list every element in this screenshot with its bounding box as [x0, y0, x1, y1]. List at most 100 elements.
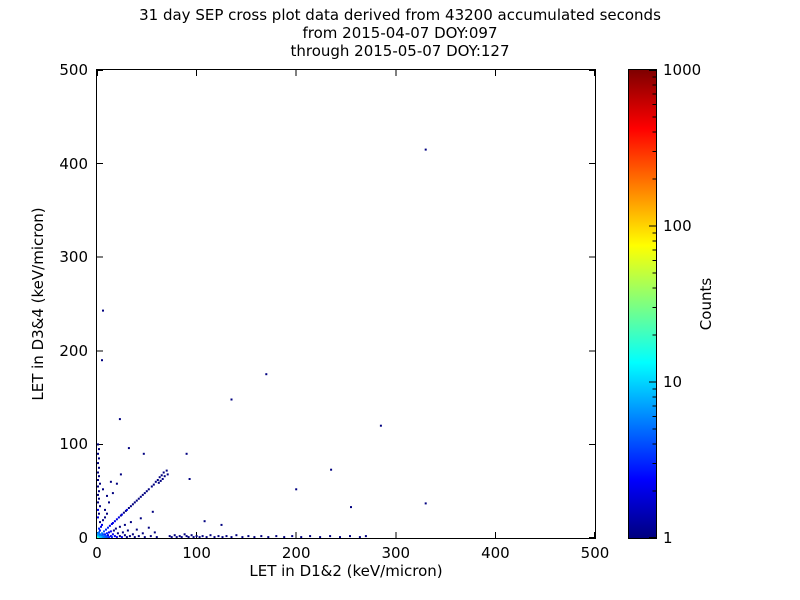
- x-tick-label: 500: [580, 544, 610, 562]
- scatter-point: [97, 479, 99, 481]
- scatter-point: [121, 531, 124, 534]
- y-tick-label: 200: [59, 341, 88, 360]
- x-tick-label: 300: [381, 544, 411, 562]
- x-tick-label: 100: [182, 544, 211, 562]
- chart-title: 31 day SEP cross plot data derived from …: [0, 6, 800, 60]
- scatter-point: [123, 523, 126, 526]
- scatter-point: [108, 536, 110, 538]
- scatter-point: [183, 533, 186, 536]
- scatter-point: [101, 523, 103, 526]
- scatter-point: [122, 511, 125, 514]
- scatter-point: [175, 536, 178, 538]
- scatter-point: [99, 521, 101, 524]
- scatter-point: [106, 494, 108, 497]
- scatter-point: [120, 513, 123, 516]
- colorbar-label: Counts: [697, 277, 715, 331]
- scatter-point: [358, 536, 361, 538]
- scatter-point: [188, 478, 191, 480]
- scatter-point: [145, 490, 148, 493]
- scatter-point: [104, 508, 106, 511]
- scatter-point: [119, 473, 122, 476]
- scatter-point: [235, 534, 238, 537]
- scatter-point: [190, 534, 193, 537]
- scatter-point: [99, 482, 101, 485]
- scatter-point: [137, 497, 140, 500]
- scatter-point: [253, 536, 256, 538]
- scatter-point: [126, 529, 129, 532]
- scatter-point: [364, 535, 367, 538]
- scatter-point: [166, 473, 169, 476]
- chart-title-line2: from 2015-04-07 DOY:097: [302, 24, 498, 42]
- scatter-point: [283, 536, 286, 538]
- scatter-point: [118, 418, 121, 421]
- scatter-point: [178, 535, 181, 538]
- scatter-point: [185, 452, 188, 455]
- scatter-point: [98, 475, 100, 478]
- scatter-point: [163, 475, 166, 478]
- scatter-point: [220, 523, 223, 526]
- scatter-point: [260, 535, 263, 538]
- scatter-point: [158, 476, 161, 479]
- scatter-point: [198, 536, 201, 538]
- scatter-point: [115, 482, 118, 485]
- scatter-point: [116, 532, 119, 535]
- colorbar-tick-label: 1: [663, 529, 673, 547]
- y-axis-label: LET in D3&4 (keV/micron): [29, 207, 47, 401]
- scatter-point: [187, 536, 190, 538]
- scatter-point: [192, 536, 195, 538]
- scatter-point: [141, 532, 144, 535]
- x-tick-label: 400: [481, 544, 510, 562]
- scatter-point: [97, 508, 99, 511]
- scatter-point: [102, 488, 104, 491]
- scatter-point: [295, 488, 298, 491]
- y-tick-label: 500: [59, 61, 88, 79]
- scatter-point: [168, 535, 171, 538]
- scatter-point: [349, 535, 351, 538]
- scatter-point: [131, 533, 134, 536]
- scatter-point: [98, 448, 100, 451]
- scatter-point: [104, 533, 106, 536]
- scatter-point: [221, 536, 224, 538]
- scatter-point: [104, 516, 106, 519]
- scatter-point: [157, 481, 160, 484]
- scatter-point: [100, 525, 102, 528]
- y-tick-label: 0: [78, 529, 88, 547]
- scatter-point: [213, 536, 216, 538]
- scatter-point: [139, 495, 142, 498]
- scatter-point: [133, 536, 136, 538]
- scatter-point: [247, 535, 250, 538]
- scatter-point: [111, 533, 114, 536]
- scatter-point: [111, 492, 114, 495]
- scatter-point: [170, 536, 173, 538]
- scatter-point: [173, 534, 176, 537]
- x-tick-label: 0: [92, 544, 102, 562]
- scatter-point: [102, 309, 104, 312]
- scatter-point: [155, 536, 158, 538]
- scatter-point: [107, 534, 109, 537]
- scatter-point: [108, 531, 110, 534]
- scatter-point: [339, 536, 341, 538]
- scatter-point: [267, 536, 270, 538]
- chart-title-line1: 31 day SEP cross plot data derived from …: [139, 6, 661, 24]
- scatter-point: [102, 533, 104, 536]
- scatter-point: [106, 532, 108, 535]
- scatter-point: [110, 536, 113, 538]
- scatter-point: [379, 424, 382, 427]
- scatter-point: [113, 520, 116, 523]
- scatter-point: [150, 485, 153, 488]
- scatter-point: [109, 530, 112, 533]
- scatter-point: [118, 525, 121, 528]
- scatter-point: [129, 505, 132, 508]
- scatter-point: [98, 490, 100, 493]
- colorbar-tick-label: 100: [663, 217, 692, 235]
- scatter-point: [135, 499, 138, 502]
- scatter-point: [205, 536, 208, 538]
- scatter-point: [103, 530, 105, 533]
- scatter-point: [203, 520, 206, 523]
- scatter-point: [97, 452, 99, 455]
- scatter-point: [275, 535, 278, 538]
- scatter-point: [112, 529, 115, 532]
- scatter-point: [291, 535, 294, 538]
- scatter-point: [107, 526, 109, 529]
